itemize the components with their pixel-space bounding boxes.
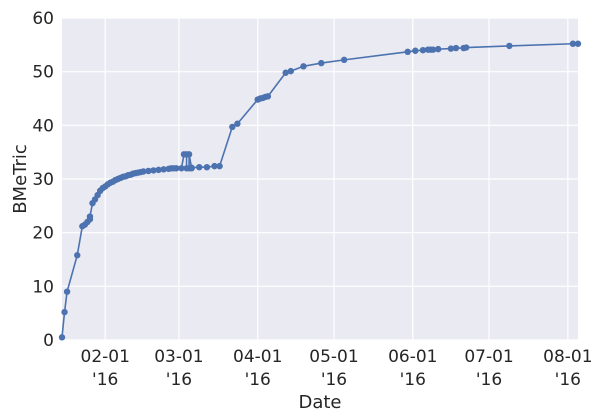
data-point xyxy=(61,308,68,316)
data-point xyxy=(155,166,162,174)
x-tick-label: 05-01 xyxy=(309,347,358,367)
y-axis-label: BMeTric xyxy=(10,144,31,214)
data-point xyxy=(282,69,289,76)
data-point xyxy=(412,47,419,54)
data-point xyxy=(462,44,470,51)
data-point xyxy=(203,163,211,171)
x-tick-label: 08-01 xyxy=(543,347,592,367)
x-tick-year-label: '16 xyxy=(166,370,192,390)
data-point xyxy=(145,167,152,175)
data-point xyxy=(452,44,460,52)
data-point xyxy=(419,47,427,54)
data-point xyxy=(185,151,193,158)
data-point xyxy=(74,252,81,259)
data-point xyxy=(234,120,241,127)
data-point xyxy=(58,334,66,341)
y-tick-label: 10 xyxy=(32,277,54,297)
x-tick-year-label: '16 xyxy=(92,370,118,390)
data-point xyxy=(216,162,223,170)
data-point xyxy=(211,162,218,170)
x-tick-year-label: '16 xyxy=(476,370,502,390)
data-point xyxy=(569,40,577,47)
data-point xyxy=(196,163,203,171)
data-point xyxy=(429,46,437,53)
y-tick-label: 60 xyxy=(32,9,54,29)
y-tick-label: 50 xyxy=(32,63,54,83)
series-group xyxy=(58,40,582,341)
data-point xyxy=(160,166,167,173)
data-point xyxy=(140,168,147,175)
data-point xyxy=(404,48,411,56)
x-tick-year-label: '16 xyxy=(321,370,347,390)
tick-labels: 0 10 20 30 40 50 60 02-01 '16 03-01 '16 04-01 '16 05-… xyxy=(32,9,592,390)
y-tick-label: 30 xyxy=(32,170,54,190)
y-tick-label: 20 xyxy=(32,224,54,244)
x-tick-year-label: '16 xyxy=(555,370,581,390)
y-tick-label: 0 xyxy=(43,331,54,351)
x-tick-label: 03-01 xyxy=(154,347,203,367)
data-point xyxy=(506,42,513,50)
data-point xyxy=(287,67,294,75)
data-point xyxy=(229,123,236,131)
data-point xyxy=(340,56,348,64)
x-tick-label: 04-01 xyxy=(233,347,282,367)
data-point xyxy=(300,63,307,70)
data-point xyxy=(86,213,94,220)
data-point xyxy=(318,59,325,67)
x-tick-label: 07-01 xyxy=(464,347,513,367)
data-point xyxy=(435,45,442,53)
data-point xyxy=(574,40,582,47)
x-tick-year-label: '16 xyxy=(245,370,271,390)
data-point xyxy=(264,93,272,100)
data-point xyxy=(173,165,180,172)
x-tick-label: 02-01 xyxy=(81,347,130,367)
grid-lines xyxy=(62,17,578,341)
data-point xyxy=(150,167,157,174)
x-axis-label: Date xyxy=(298,392,341,413)
y-tick-label: 40 xyxy=(32,116,54,136)
x-tick-label: 06-01 xyxy=(388,347,437,367)
data-point xyxy=(188,164,195,171)
data-point xyxy=(178,165,185,172)
x-tick-year-label: '16 xyxy=(400,370,426,390)
data-point xyxy=(447,45,455,52)
data-point xyxy=(63,288,71,295)
